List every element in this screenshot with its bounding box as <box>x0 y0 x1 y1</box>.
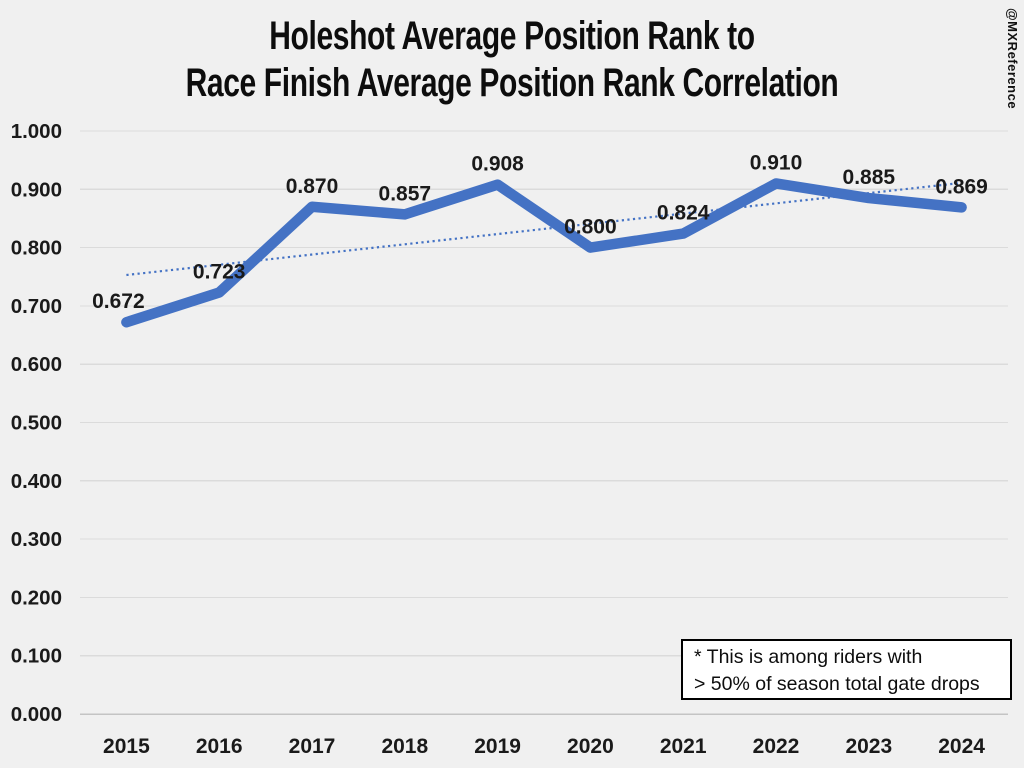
trendline <box>126 181 962 277</box>
footnote-box: * This is among riders with > 50% of sea… <box>681 639 1012 700</box>
y-tick-label: 1.000 <box>11 120 62 143</box>
x-tick-label: 2021 <box>660 735 707 758</box>
y-tick-label: 0.300 <box>11 528 62 551</box>
y-tick-label: 0.500 <box>11 412 62 435</box>
y-tick-label: 0.600 <box>11 353 62 376</box>
y-tick-label: 0.000 <box>11 703 62 726</box>
chart-title-line1: Holeshot Average Position Rank to <box>269 14 755 58</box>
y-tick-label: 0.800 <box>11 237 62 260</box>
data-label: 0.910 <box>750 151 803 174</box>
x-tick-label: 2017 <box>289 735 336 758</box>
y-tick-label: 0.900 <box>11 178 62 201</box>
chart-title: Holeshot Average Position Rank to Race F… <box>128 13 896 107</box>
data-label: 0.800 <box>564 216 617 239</box>
chart-title-line2: Race Finish Average Position Rank Correl… <box>185 61 839 105</box>
series-line <box>121 178 967 328</box>
x-tick-label: 2024 <box>938 735 985 758</box>
data-label: 0.885 <box>843 166 896 189</box>
x-tick-label: 2016 <box>196 735 243 758</box>
y-tick-label: 0.400 <box>11 470 62 493</box>
watermark-handle: @MXReference <box>1005 8 1020 110</box>
x-tick-label: 2015 <box>103 735 150 758</box>
data-label: 0.908 <box>471 153 524 176</box>
data-label: 0.869 <box>935 175 988 198</box>
footnote-line1: * This is among riders with <box>694 646 923 668</box>
data-label: 0.857 <box>379 182 432 205</box>
x-tick-label: 2020 <box>567 735 614 758</box>
data-label: 0.824 <box>657 202 710 225</box>
data-label: 0.672 <box>92 290 145 313</box>
data-label: 0.723 <box>193 260 246 283</box>
y-tick-label: 0.700 <box>11 295 62 318</box>
x-tick-label: 2023 <box>845 735 892 758</box>
x-tick-label: 2022 <box>753 735 800 758</box>
data-label: 0.870 <box>286 175 339 198</box>
x-tick-label: 2019 <box>474 735 521 758</box>
y-tick-label: 0.200 <box>11 586 62 609</box>
y-tick-label: 0.100 <box>11 645 62 668</box>
x-tick-label: 2018 <box>381 735 428 758</box>
footnote-line2: > 50% of season total gate drops <box>694 673 980 695</box>
